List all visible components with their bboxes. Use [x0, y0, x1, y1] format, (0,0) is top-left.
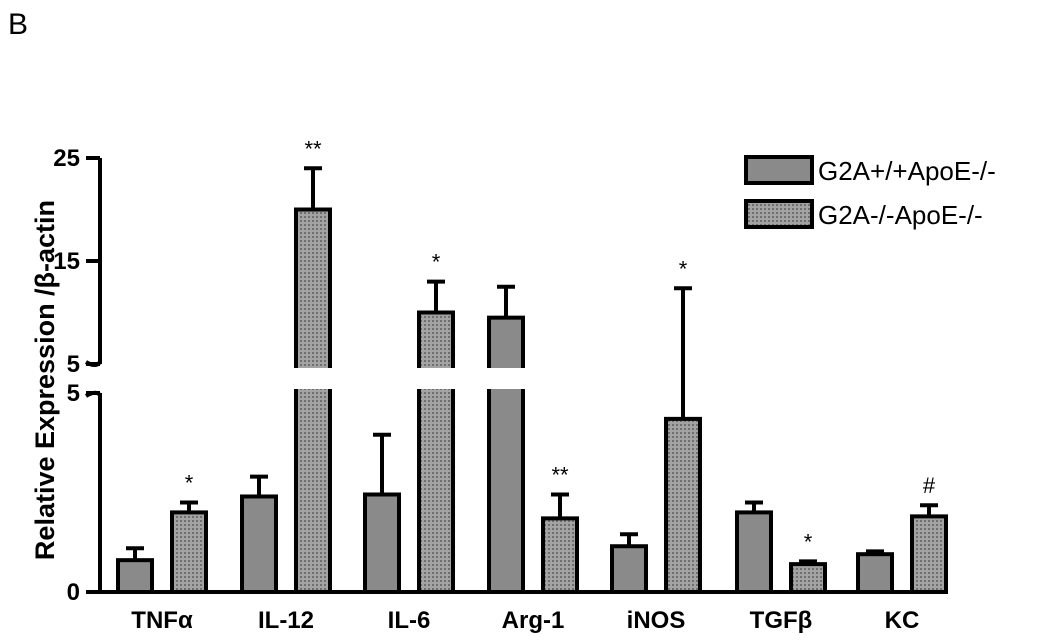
bar-g2a-wt	[116, 558, 154, 594]
bar-g2a-wt	[610, 544, 648, 594]
legend-swatch	[744, 199, 814, 229]
labels: * TNFα ** IL-12 * IL-6 ** Arg-1 * iNOS * TGFβ # KC	[131, 136, 936, 634]
y-tick-label: 15	[53, 248, 80, 275]
bar-break-gap	[293, 368, 333, 389]
bar-g2a-wt	[240, 494, 278, 595]
bars	[116, 207, 948, 595]
bar-g2a-wt	[487, 315, 525, 594]
bar-g2a-ko	[910, 514, 948, 595]
x-tick-label: iNOS	[627, 607, 686, 634]
significance-mark: #	[923, 473, 936, 498]
legend-swatch	[744, 155, 814, 185]
bar-break-gap	[416, 368, 456, 389]
significance-mark: *	[185, 470, 194, 495]
legend-label: G2A-/-ApoE-/-	[818, 200, 983, 230]
error-bars	[126, 166, 938, 565]
x-tick-label: TNFα	[131, 607, 193, 634]
bar-g2a-wt	[735, 510, 773, 595]
significance-mark: *	[804, 529, 813, 554]
y-tick-label: 5	[67, 351, 80, 378]
bar-g2a-ko	[541, 516, 579, 594]
axis-break-lower	[84, 390, 102, 398]
bar-g2a-ko	[664, 416, 702, 594]
bar-g2a-ko	[417, 310, 455, 594]
x-tick-label: TGFβ	[750, 607, 813, 634]
x-tick-label: IL-12	[258, 607, 314, 634]
y-tick-label: 5	[67, 380, 80, 407]
significance-mark: *	[432, 250, 441, 275]
bar-g2a-wt	[856, 552, 894, 595]
bar-g2a-ko	[789, 562, 827, 595]
bar-g2a-wt	[363, 492, 401, 594]
significance-mark: **	[304, 136, 322, 161]
x-tick-label: Arg-1	[502, 607, 565, 634]
bar-g2a-ko	[294, 207, 332, 594]
y-tick-label: 0	[67, 579, 80, 606]
bar-break-gap	[486, 368, 526, 389]
y-tick-label: 25	[53, 145, 80, 172]
bar-g2a-ko	[170, 510, 208, 595]
panel-label: B	[8, 8, 29, 41]
legend-label: G2A+/+ApoE-/-	[818, 156, 996, 186]
x-tick-label: IL-6	[388, 607, 431, 634]
significance-mark: *	[679, 256, 688, 281]
legend: G2A+/+ApoE-/- G2A-/-ApoE-/-	[744, 155, 996, 230]
significance-mark: **	[551, 462, 569, 487]
x-tick-label: KC	[885, 607, 920, 634]
